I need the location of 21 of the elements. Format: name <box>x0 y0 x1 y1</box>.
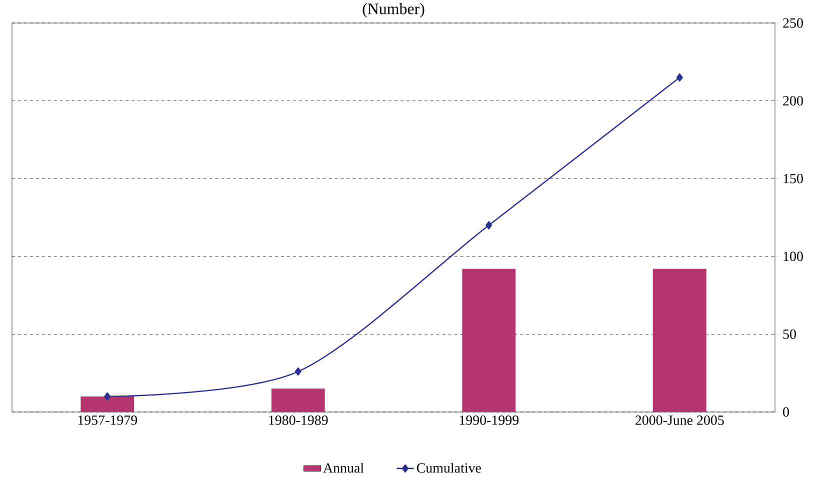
y-tick-label: 250 <box>783 18 803 28</box>
bar <box>462 268 516 412</box>
legend-label: Annual <box>323 462 364 473</box>
y-tick-label: 200 <box>783 96 803 106</box>
bar <box>80 396 134 412</box>
y-tick-label: 100 <box>784 252 803 262</box>
point <box>486 221 492 230</box>
bar <box>652 268 706 412</box>
point <box>294 367 302 376</box>
legend-label: Cumulative <box>416 462 481 473</box>
x-tick-label: 1990-1999 <box>460 416 519 425</box>
chart-title: (Number) <box>362 3 424 18</box>
point <box>104 392 111 401</box>
y-tick-label: 150 <box>784 174 803 184</box>
x-tick-label: 1957-1979 <box>78 416 138 425</box>
y-tick-label: 0 <box>783 407 789 417</box>
bar <box>271 388 325 412</box>
x-tick-label: 1980-1989 <box>269 416 328 425</box>
x-tick-label: 2000-June 2005 <box>635 416 724 425</box>
y-tick-label: 50 <box>783 329 796 339</box>
point <box>676 73 683 82</box>
